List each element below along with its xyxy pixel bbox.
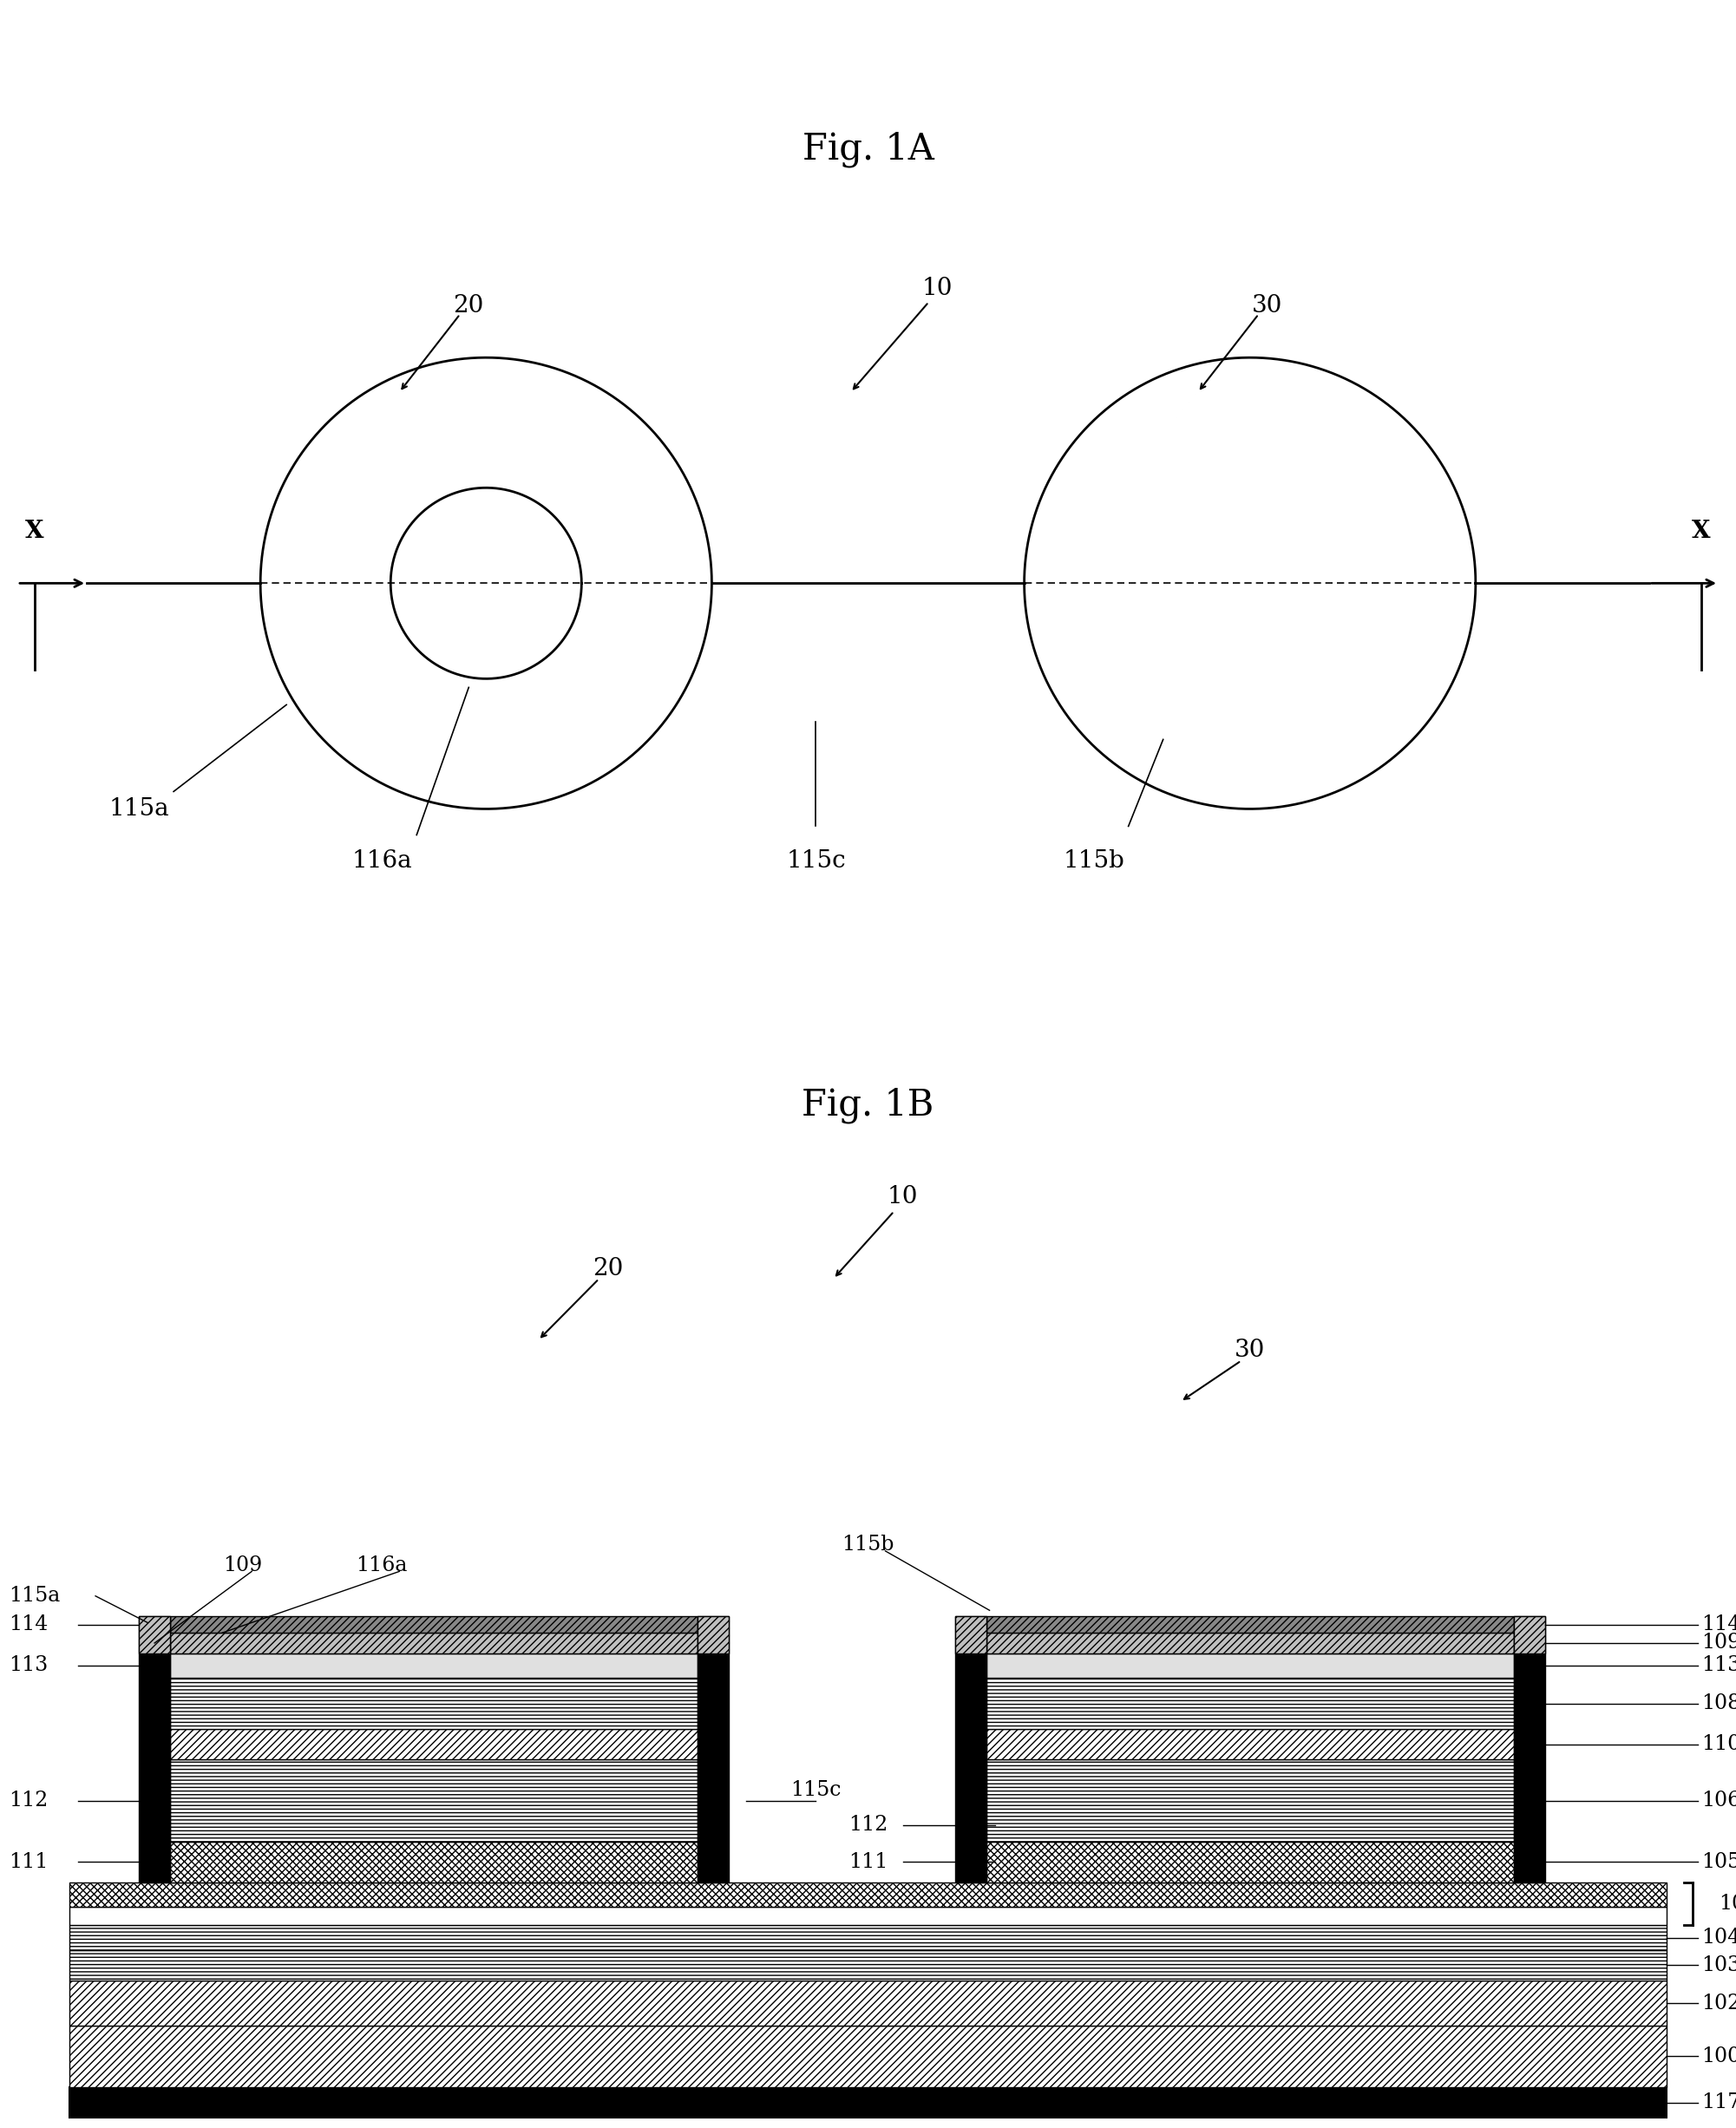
Bar (170, 1617, 698, 1632)
Bar (955, 1617, 986, 1883)
Bar (170, 1653, 698, 1677)
Bar (986, 1841, 1514, 1883)
Text: 109: 109 (1701, 1632, 1736, 1653)
Bar (69, 2026, 1667, 2088)
Text: 110: 110 (1701, 1734, 1736, 1753)
Bar (986, 1728, 1514, 1760)
Text: 115b: 115b (1062, 849, 1125, 872)
Bar (955, 1617, 986, 1653)
Bar (69, 1907, 1667, 1926)
Text: Fig. 1B: Fig. 1B (802, 1087, 934, 1124)
Text: 30: 30 (1252, 294, 1283, 317)
Text: 104: 104 (1701, 1928, 1736, 1947)
Bar (139, 1617, 170, 1653)
Text: 115b: 115b (842, 1534, 894, 1556)
Text: 102: 102 (1701, 1994, 1736, 2013)
Text: 106: 106 (1701, 1790, 1736, 1811)
Bar (698, 1617, 729, 1883)
Text: 20: 20 (453, 294, 484, 317)
Bar (986, 1617, 1514, 1632)
Bar (139, 1617, 170, 1883)
Bar (1514, 1617, 1545, 1653)
Text: 113: 113 (9, 1656, 49, 1675)
Text: 111: 111 (9, 1851, 49, 1873)
Bar (170, 1632, 698, 1653)
Text: 116a: 116a (356, 1556, 408, 1575)
Text: 112: 112 (9, 1790, 49, 1811)
Text: Fig. 1A: Fig. 1A (802, 132, 934, 168)
Bar (1514, 1617, 1545, 1883)
Text: 116a: 116a (352, 849, 411, 872)
Bar (170, 1728, 698, 1760)
Text: X: X (1693, 519, 1710, 543)
Text: 115c: 115c (786, 849, 845, 872)
Text: 20: 20 (592, 1258, 623, 1281)
Text: 114: 114 (9, 1615, 49, 1634)
Text: 112: 112 (849, 1815, 887, 1834)
Text: 115c: 115c (790, 1781, 842, 1800)
Bar (986, 1677, 1514, 1728)
Bar (69, 1949, 1667, 1981)
Text: 10: 10 (887, 1185, 918, 1209)
Text: 109: 109 (224, 1556, 262, 1575)
Text: 105: 105 (1701, 1851, 1736, 1873)
Bar (170, 1841, 698, 1883)
Text: 30: 30 (1234, 1339, 1266, 1362)
Text: 114: 114 (1701, 1615, 1736, 1634)
Text: 117: 117 (1701, 2092, 1736, 2113)
Bar (986, 1653, 1514, 1677)
Text: 108: 108 (1701, 1694, 1736, 1713)
Bar (69, 1883, 1667, 1907)
Bar (69, 1981, 1667, 2026)
Text: 115a: 115a (109, 798, 168, 821)
Bar (170, 1677, 698, 1728)
Bar (170, 1760, 698, 1841)
Text: 10: 10 (922, 277, 953, 300)
Bar (986, 1760, 1514, 1841)
Text: 107: 107 (1719, 1894, 1736, 1913)
Text: X: X (26, 519, 43, 543)
Bar (69, 1926, 1667, 1949)
Text: 113: 113 (1701, 1656, 1736, 1675)
Bar (69, 2088, 1667, 2117)
Text: 111: 111 (849, 1851, 887, 1873)
Text: 100: 100 (1701, 2047, 1736, 2066)
Bar (698, 1617, 729, 1653)
Text: 103: 103 (1701, 1956, 1736, 1975)
Text: 115a: 115a (9, 1585, 61, 1607)
Bar (986, 1632, 1514, 1653)
